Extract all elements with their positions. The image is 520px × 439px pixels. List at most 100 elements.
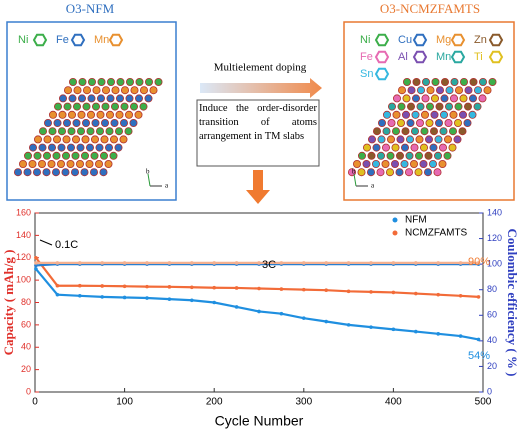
atom: [28, 159, 37, 168]
atom: [410, 127, 419, 136]
atom: [63, 119, 72, 128]
point: [212, 261, 216, 265]
element-icon: [488, 50, 504, 64]
atom: [478, 78, 487, 87]
atom: [62, 151, 71, 160]
atom: [387, 102, 396, 111]
atom: [402, 78, 411, 87]
atom: [61, 168, 70, 177]
atom: [419, 143, 428, 152]
atom: [49, 110, 58, 119]
atom: [95, 143, 104, 152]
atom: [52, 168, 61, 177]
atom: [366, 168, 375, 177]
atom: [377, 135, 386, 144]
atom: [83, 86, 92, 95]
atom: [431, 78, 440, 87]
point: [458, 334, 463, 338]
axis-arrow: [353, 173, 357, 187]
element-icon: [374, 67, 390, 81]
lattice-axis: a: [371, 182, 375, 190]
atom: [367, 135, 376, 144]
point: [234, 261, 239, 265]
left-title: O3-NFM: [66, 1, 115, 16]
atom: [42, 168, 51, 177]
atom: [111, 86, 120, 95]
atom: [392, 94, 401, 103]
atom: [125, 110, 134, 119]
atom: [352, 159, 361, 168]
atom: [433, 151, 442, 160]
point: [257, 286, 261, 291]
atom: [71, 168, 80, 177]
plot-frame: [34, 212, 484, 393]
atom: [449, 94, 458, 103]
atom: [468, 94, 477, 103]
point: [346, 323, 351, 327]
atom: [404, 168, 413, 177]
axis-arrow: [147, 173, 151, 187]
point: [369, 290, 373, 294]
y-tick-label: 100: [16, 275, 31, 285]
atom: [401, 110, 410, 119]
point: [167, 285, 172, 289]
atom: [396, 135, 405, 144]
point: [302, 287, 306, 292]
point: [78, 261, 82, 265]
point: [324, 288, 329, 292]
atom: [57, 143, 66, 152]
atom: [392, 110, 401, 119]
element-label: Fe: [360, 51, 373, 63]
atom: [438, 143, 447, 152]
atom: [66, 159, 75, 168]
atom: [120, 119, 129, 128]
point: [414, 329, 418, 334]
atom: [77, 127, 86, 136]
atom: [448, 127, 457, 136]
atom: [400, 143, 409, 152]
atom: [100, 151, 109, 160]
point: [436, 332, 441, 336]
point: [100, 284, 104, 288]
point: [436, 261, 441, 265]
atom: [58, 110, 67, 119]
atom: [414, 168, 423, 177]
atom: [464, 86, 473, 95]
atom: [144, 94, 153, 103]
atom: [53, 119, 62, 128]
atom: [416, 102, 425, 111]
atom: [415, 119, 424, 128]
atom: [409, 159, 418, 168]
point: [436, 292, 441, 297]
atom: [78, 94, 87, 103]
atom: [440, 78, 449, 87]
atom: [135, 78, 144, 87]
atom: [71, 151, 80, 160]
atom: [483, 86, 492, 95]
atom: [395, 168, 404, 177]
y2-tick-label: 80: [487, 284, 497, 294]
point: [212, 300, 216, 305]
element-icon: [374, 50, 390, 64]
note-box: [196, 99, 320, 167]
atom: [473, 86, 482, 95]
point: [414, 291, 418, 296]
element-icon: [488, 33, 504, 47]
down-arrow: [246, 170, 270, 204]
atom: [100, 135, 109, 144]
atom: [347, 168, 356, 177]
atom: [33, 151, 42, 160]
point: [167, 261, 172, 265]
atom: [423, 168, 432, 177]
atom: [454, 102, 463, 111]
point: [458, 293, 463, 298]
atom: [488, 78, 497, 87]
y-axis-label: Capacity ( mAh/g ): [1, 250, 16, 356]
atom: [400, 159, 409, 168]
atom: [39, 127, 48, 136]
atom: [376, 151, 385, 160]
point: [302, 316, 306, 320]
atom: [435, 86, 444, 95]
atom: [115, 127, 124, 136]
point: [167, 297, 172, 301]
